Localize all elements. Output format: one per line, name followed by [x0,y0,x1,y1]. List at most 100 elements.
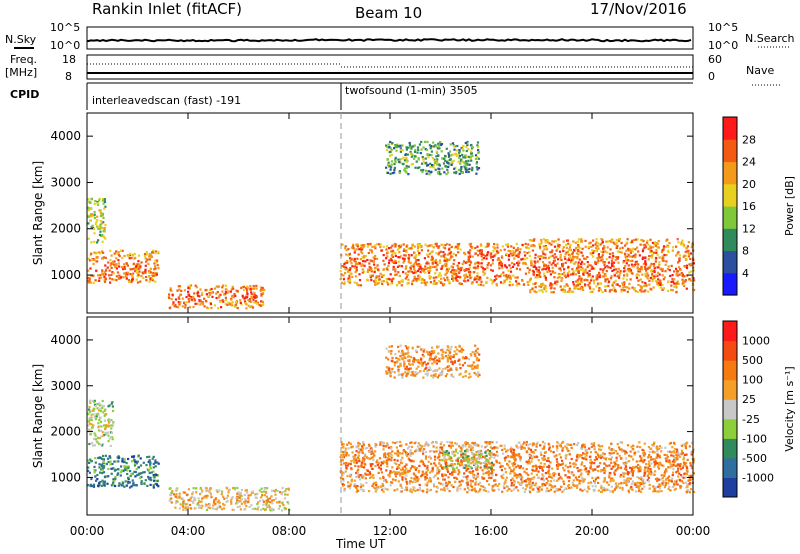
echo-cell [577,264,580,267]
echo-cell [650,288,653,291]
echo-cell [648,464,651,467]
echo-cell [615,459,618,462]
echo-cell [615,456,618,459]
echo-cell [428,153,431,156]
echo-cell [564,457,567,460]
echo-cell [625,249,628,252]
echo-cell [252,298,255,301]
echo-cell [685,247,688,250]
echo-cell [370,260,373,263]
echo-cell [639,285,642,288]
echo-cell [553,256,556,259]
echo-cell [584,283,587,286]
echo-cell [511,470,514,473]
echo-cell [473,271,476,274]
echo-cell [575,284,578,287]
echo-cell [475,166,478,169]
echo-cell [388,247,391,250]
echo-cell [393,261,396,265]
echo-cell [438,144,441,147]
echo-cell [664,446,667,449]
echo-cell [595,476,598,479]
echo-cell [358,443,361,446]
echo-cell [427,269,430,273]
echo-cell [147,262,150,265]
echo-cell [433,281,436,284]
echo-cell [538,266,541,269]
echo-cell [421,155,424,159]
echo-cell [663,276,666,279]
echo-cell [635,260,638,263]
echo-cell [599,243,602,246]
echo-cell [177,301,180,304]
echo-cell [560,477,563,480]
echo-cell [639,455,642,458]
echo-cell [658,261,661,264]
echo-cell [608,453,611,456]
echo-cell [440,281,443,284]
echo-cell [524,242,527,245]
echo-cell [231,508,234,511]
echo-cell [636,238,639,241]
echo-cell [246,296,249,299]
echo-cell [141,271,144,274]
echo-cell [230,498,233,501]
echo-cell [178,495,181,498]
echo-cell [675,480,678,483]
echo-cell [441,243,444,246]
echo-cell [503,444,506,447]
echo-cell [564,474,567,477]
echo-cell [504,479,507,482]
echo-cell [460,453,463,456]
echo-cell [192,501,195,504]
echo-cell [415,263,418,266]
echo-cell [398,145,401,148]
echo-cell [374,247,377,250]
echo-cell [110,484,113,487]
echo-cell [466,143,469,146]
echo-cell [416,151,419,154]
echo-cell [417,253,421,256]
echo-cell [414,166,417,169]
echo-cell [239,500,242,503]
echo-cell [144,271,147,274]
echo-cell [134,462,137,465]
echo-cell [455,279,458,282]
echo-cell [616,257,619,260]
echo-cell [540,488,543,491]
echo-cell [248,505,251,508]
echo-cell [553,245,557,248]
echo-cell [559,256,562,259]
echo-cell [635,262,638,265]
echo-cell [574,287,577,290]
echo-cell [130,473,133,476]
echo-cell [439,446,442,449]
echo-cell [127,476,130,479]
echo-cell [680,474,683,477]
echo-cell [623,274,626,277]
echo-cell [608,451,611,455]
echo-cell [638,270,642,273]
echo-cell [532,455,535,458]
echo-cell [156,259,159,262]
echo-cell [449,441,452,444]
echo-cell [90,274,93,277]
echo-cell [454,245,458,248]
echo-cell [653,269,656,272]
echo-cell [632,469,635,473]
echo-cell [419,244,422,247]
echo-cell [364,447,367,450]
echo-cell [410,163,413,166]
echo-cell [393,458,396,461]
echo-cell [622,286,625,289]
echo-cell [369,274,372,277]
echo-cell [190,298,193,301]
echo-cell [264,487,267,490]
echo-cell [558,275,561,279]
echo-cell [629,260,633,263]
echo-cell [462,149,465,152]
echo-cell [555,445,558,448]
echo-cell [556,247,559,250]
echo-cell [593,458,596,462]
echo-cell [178,285,181,288]
